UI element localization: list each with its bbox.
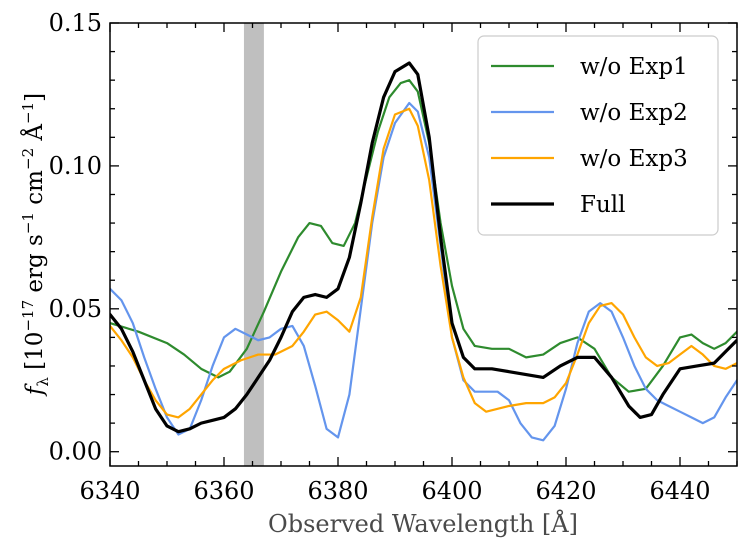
shaded-band xyxy=(243,23,264,466)
x-tick-label: 6360 xyxy=(193,477,254,505)
tick-layer: 6340 6360 6380 6400 6420 6440 0.00 0.05 0.10 0.15 xyxy=(49,9,738,505)
y-tick-label: 0.05 xyxy=(49,295,102,323)
series-line-2 xyxy=(110,101,737,442)
y-label-sub: λ xyxy=(34,377,52,387)
y-label-exp-num: −17 xyxy=(19,300,37,332)
x-tick-label: 6440 xyxy=(649,477,710,505)
y-label-num: 10 xyxy=(22,332,48,361)
x-tick-label: 6400 xyxy=(421,477,482,505)
x-tick-label: 6340 xyxy=(79,477,140,505)
plot-frame xyxy=(109,22,738,467)
y-label-close: ] xyxy=(22,93,48,102)
series-layer xyxy=(110,61,737,442)
x-axis-label: Observed Wavelength [Å] xyxy=(268,509,578,538)
series-line-1 xyxy=(110,79,737,393)
y-tick-label: 0.10 xyxy=(49,152,102,180)
y-label-erg: erg s xyxy=(22,234,48,300)
y-label-exp-ang: −1 xyxy=(19,102,37,124)
x-tick-label: 6420 xyxy=(535,477,596,505)
x-tick-label: 6380 xyxy=(307,477,368,505)
y-label-exp-s: −1 xyxy=(19,212,37,234)
legend-label-4: Full xyxy=(580,192,625,218)
y-label-exp-cm: −2 xyxy=(19,148,37,170)
y-label-ang: Å xyxy=(20,124,48,148)
legend-label-2: w/o Exp2 xyxy=(580,100,688,126)
y-axis-label: fλ [10−17 erg s−1 cm−2 Å−1] xyxy=(19,93,52,397)
y-tick-label: 0.00 xyxy=(49,438,102,466)
y-label-base: f xyxy=(22,383,48,397)
legend-box xyxy=(477,35,719,236)
y-tick-label: 0.15 xyxy=(49,9,102,37)
y-label-cm: cm xyxy=(22,170,48,212)
y-label-open: [ xyxy=(22,361,48,377)
legend-label-3: w/o Exp3 xyxy=(580,146,688,172)
legend: w/o Exp1 w/o Exp2 w/o Exp3 Full xyxy=(477,35,719,236)
legend-label-1: w/o Exp1 xyxy=(580,54,688,80)
series-line-3 xyxy=(110,107,737,419)
series-line-4 xyxy=(110,61,737,434)
